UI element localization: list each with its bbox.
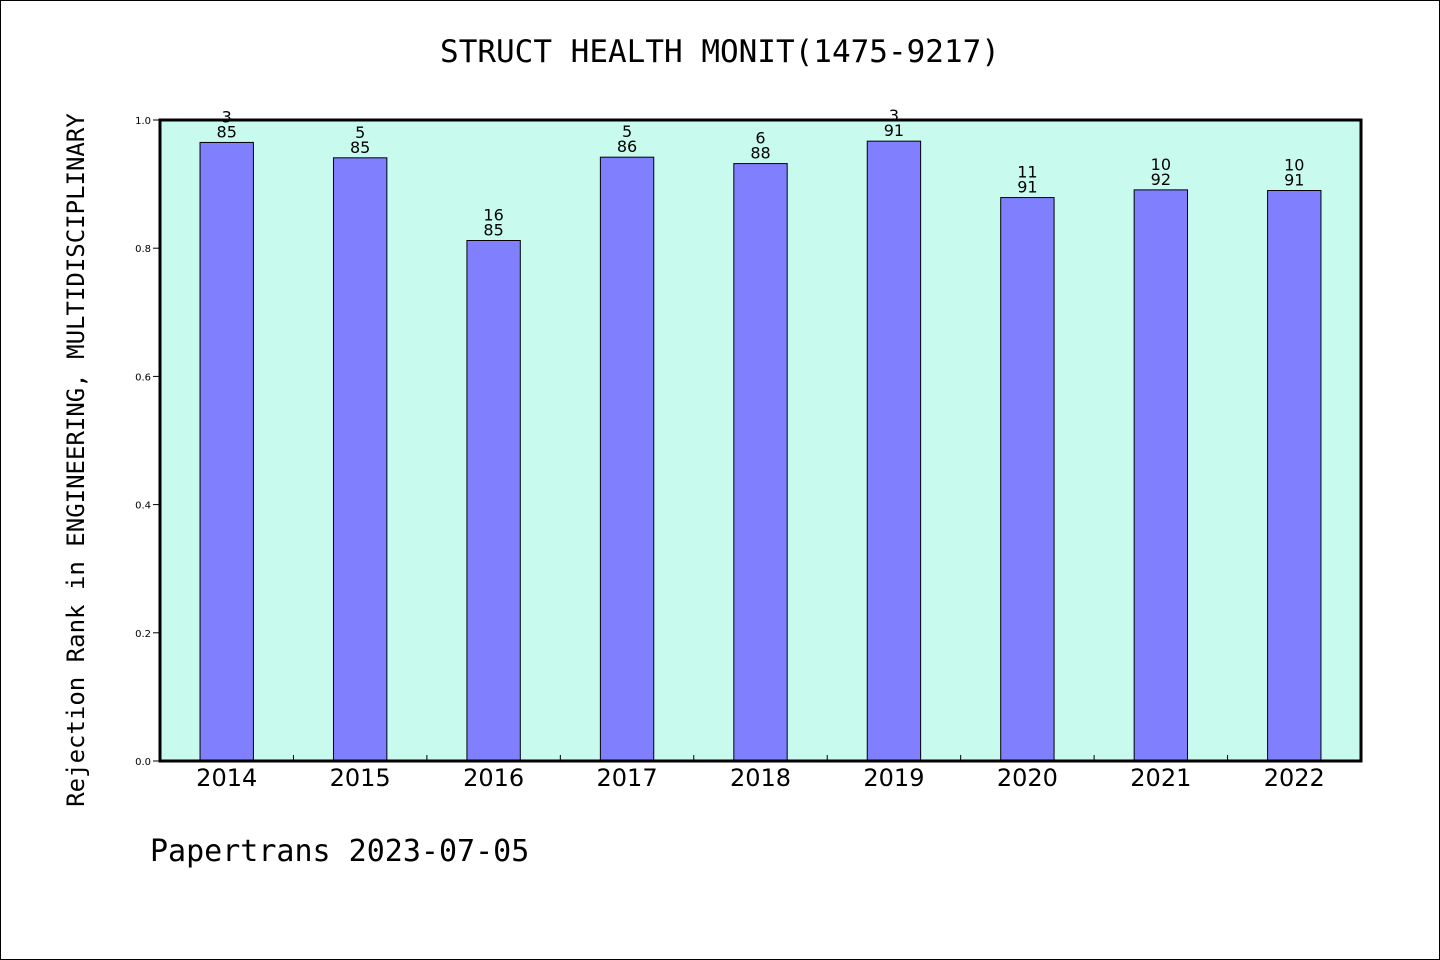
bar-total-label: 91: [884, 121, 904, 140]
bar-rank-label: 10: [1284, 156, 1304, 175]
bar-2018: [733, 163, 788, 762]
bar-rank-label: 5: [622, 122, 632, 141]
x-tick-label: 2017: [597, 764, 658, 792]
bar-rank-label: 5: [355, 123, 365, 142]
bar-total-label: 88: [750, 144, 770, 163]
x-tick-label: 2015: [330, 764, 391, 792]
bar-total-label: 85: [350, 138, 370, 157]
bar-2022: [1267, 190, 1322, 762]
bar-2017: [599, 156, 655, 762]
bar-2016: [466, 240, 521, 762]
bar-rank-label: 6: [755, 129, 765, 148]
bar-2019: [866, 140, 922, 762]
bar-2020: [1000, 197, 1055, 762]
footer-credit: Papertrans 2023-07-05: [150, 834, 530, 869]
x-tick-label: 2019: [863, 764, 924, 792]
bar-total-label: 85: [217, 122, 237, 141]
y-tick-label: 0.8: [135, 244, 151, 255]
bar-total-label: 85: [483, 221, 503, 240]
y-tick-label: 0.0: [135, 757, 151, 768]
y-tick-label: 0.6: [135, 372, 151, 383]
bar-rank-label: 16: [483, 206, 503, 225]
plot-border: [158, 118, 1363, 763]
bar-rank-label: 10: [1151, 155, 1171, 174]
x-tick-label: 2014: [196, 764, 257, 792]
axes-layer: 2014 2015 2016 2017 2018 2019 2020 2021 2022 0.0 0…: [135, 116, 1362, 792]
bar-2014: [199, 141, 254, 762]
bar-2015: [332, 157, 388, 762]
x-tick-label: 2016: [463, 764, 524, 792]
bar-total-label: 92: [1151, 170, 1171, 189]
x-tick-label: 2021: [1130, 764, 1191, 792]
bar-rank-label: 3: [889, 106, 899, 125]
bar-2021: [1133, 189, 1189, 762]
bar-rank-label: 3: [222, 107, 232, 126]
x-tick-label: 2018: [730, 764, 791, 792]
bar-rank-label: 11: [1017, 163, 1037, 182]
chart-title: STRUCT HEALTH MONIT(1475-9217): [440, 34, 1000, 70]
y-tick-label: 0.4: [135, 501, 151, 512]
x-tick-label: 2022: [1264, 764, 1325, 792]
bar-total-label: 91: [1284, 171, 1304, 190]
y-tick-label: 1.0: [135, 116, 151, 127]
y-tick-label: 0.2: [135, 629, 151, 640]
bar-total-label: 91: [1017, 178, 1037, 197]
x-tick-label: 2020: [997, 764, 1058, 792]
bar-total-label: 86: [617, 137, 637, 156]
